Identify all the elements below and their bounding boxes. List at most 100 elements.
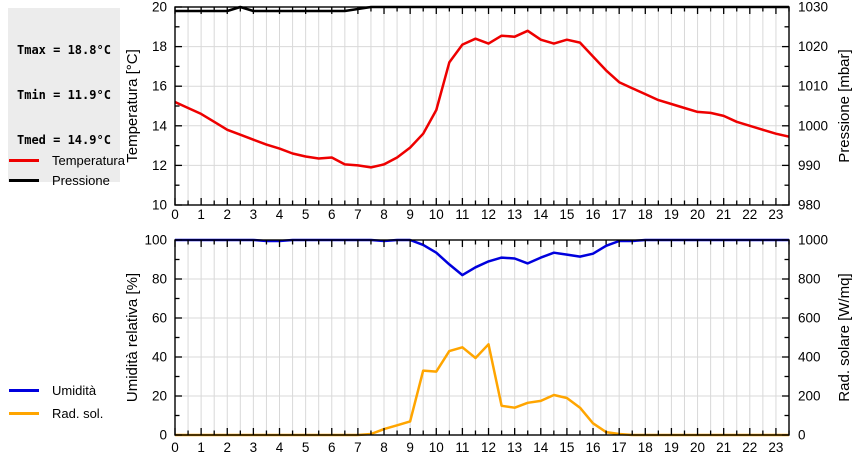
- x-tick-label: 14: [533, 207, 549, 222]
- x-tick-label: 3: [250, 207, 258, 222]
- y-tick-label-right: 1000: [798, 233, 828, 248]
- x-tick-label: 22: [742, 440, 757, 455]
- x-tick-label: 9: [406, 207, 414, 222]
- x-tick-label: 18: [638, 440, 653, 455]
- y-tick-label-left: 0: [159, 428, 167, 443]
- x-tick-label: 0: [171, 440, 179, 455]
- x-tick-label: 23: [768, 207, 783, 222]
- x-tick-label: 16: [586, 440, 601, 455]
- y-tick-label-right: 980: [798, 198, 821, 213]
- legend-item-pressione: Pressione: [9, 170, 125, 190]
- x-tick-label: 2: [223, 440, 231, 455]
- y-tick-label-right: 990: [798, 158, 821, 173]
- x-tick-label: 4: [276, 207, 284, 222]
- y-tick-label-right: 200: [798, 389, 821, 404]
- y-tick-label-right: 1020: [798, 39, 828, 54]
- stat-tmin: Tmin = 11.9°C: [17, 88, 111, 102]
- y-tick-label-right: 1030: [798, 0, 828, 15]
- x-tick-label: 12: [481, 440, 496, 455]
- legend-item-rad-sol: Rad. sol.: [9, 403, 103, 423]
- temperature-line-swatch: [9, 158, 39, 162]
- x-tick-label: 13: [507, 207, 522, 222]
- axis-title-right: Rad. solare [W/mq]: [836, 273, 853, 401]
- x-tick-label: 21: [716, 440, 731, 455]
- x-tick-label: 9: [406, 440, 414, 455]
- y-tick-label-left: 10: [152, 198, 167, 213]
- x-tick-label: 11: [455, 207, 469, 222]
- axis-title-left: Umidità relativa [%]: [124, 273, 141, 402]
- y-tick-label-right: 800: [798, 272, 821, 287]
- x-tick-label: 17: [612, 440, 627, 455]
- humidity-line-swatch: [9, 388, 39, 392]
- legend-bottom-chart: Umidità Rad. sol.: [9, 380, 103, 423]
- plot-frame: [174, 239, 790, 436]
- x-tick-label: 21: [716, 207, 731, 222]
- x-tick-label: 6: [328, 207, 336, 222]
- y-tick-label-left: 80: [152, 272, 167, 287]
- y-tick-label-right: 1000: [798, 118, 828, 133]
- x-tick-label: 12: [481, 207, 496, 222]
- x-tick-label: 20: [690, 207, 705, 222]
- axis-title-right: Pressione [mbar]: [836, 49, 853, 162]
- pressure-line-swatch: [9, 178, 39, 182]
- legend-label-rad-sol: Rad. sol.: [52, 405, 104, 421]
- x-tick-label: 19: [664, 207, 679, 222]
- x-tick-label: 5: [302, 207, 310, 222]
- x-tick-label: 19: [664, 440, 679, 455]
- series-line-temperatura: [175, 29, 789, 169]
- y-tick-label-left: 16: [152, 79, 167, 94]
- x-tick-label: 10: [429, 440, 444, 455]
- y-tick-label-left: 14: [152, 118, 168, 133]
- legend-label-umidita: Umidità: [52, 382, 97, 398]
- x-tick-label: 3: [250, 440, 258, 455]
- x-tick-label: 22: [742, 207, 757, 222]
- x-tick-label: 1: [197, 440, 205, 455]
- x-tick-label: 15: [559, 207, 574, 222]
- y-tick-label-left: 20: [152, 0, 167, 15]
- legend-label-pressione: Pressione: [52, 172, 110, 188]
- x-tick-label: 2: [223, 207, 231, 222]
- y-tick-label-right: 600: [798, 311, 821, 326]
- y-tick-label-right: 400: [798, 350, 821, 365]
- stat-tmax: Tmax = 18.8°C: [17, 43, 111, 57]
- x-tick-label: 6: [328, 440, 336, 455]
- stat-tmed: Tmed = 14.9°C: [17, 133, 111, 147]
- y-tick-label-left: 60: [152, 311, 167, 326]
- series-line-rad-sol: [175, 343, 789, 437]
- x-tick-label: 17: [612, 207, 627, 222]
- x-tick-label: 10: [429, 207, 444, 222]
- plot-frame: [174, 6, 790, 206]
- x-tick-label: 11: [455, 440, 469, 455]
- legend-item-temperatura: Temperatura: [9, 150, 125, 170]
- x-tick-label: 13: [507, 440, 522, 455]
- legend-label-temperatura: Temperatura: [52, 152, 125, 168]
- temperature-stats-box: Tmax = 18.8°C Tmin = 11.9°C Tmed = 14.9°…: [8, 8, 120, 182]
- x-tick-label: 14: [533, 440, 549, 455]
- y-tick-label-left: 20: [152, 389, 167, 404]
- y-tick-label-left: 18: [152, 39, 167, 54]
- x-tick-label: 4: [276, 440, 284, 455]
- x-tick-label: 0: [171, 207, 179, 222]
- y-tick-label-left: 12: [152, 158, 167, 173]
- y-tick-label-left: 40: [152, 350, 167, 365]
- x-tick-label: 20: [690, 440, 705, 455]
- x-tick-label: 8: [380, 440, 388, 455]
- x-tick-label: 16: [586, 207, 601, 222]
- y-tick-label-right: 0: [798, 428, 806, 443]
- y-tick-label-right: 1010: [798, 79, 828, 94]
- legend-top-chart: Temperatura Pressione: [9, 150, 125, 190]
- x-tick-label: 15: [559, 440, 574, 455]
- x-tick-label: 7: [354, 440, 362, 455]
- x-tick-label: 23: [768, 440, 783, 455]
- x-tick-label: 1: [197, 207, 205, 222]
- x-tick-label: 5: [302, 440, 310, 455]
- y-tick-label-left: 100: [144, 233, 167, 248]
- radiation-line-swatch: [9, 411, 39, 415]
- x-tick-label: 18: [638, 207, 653, 222]
- x-tick-label: 8: [380, 207, 388, 222]
- x-tick-label: 7: [354, 207, 362, 222]
- legend-item-umidita: Umidità: [9, 380, 103, 400]
- series-line-umidit: [175, 238, 789, 277]
